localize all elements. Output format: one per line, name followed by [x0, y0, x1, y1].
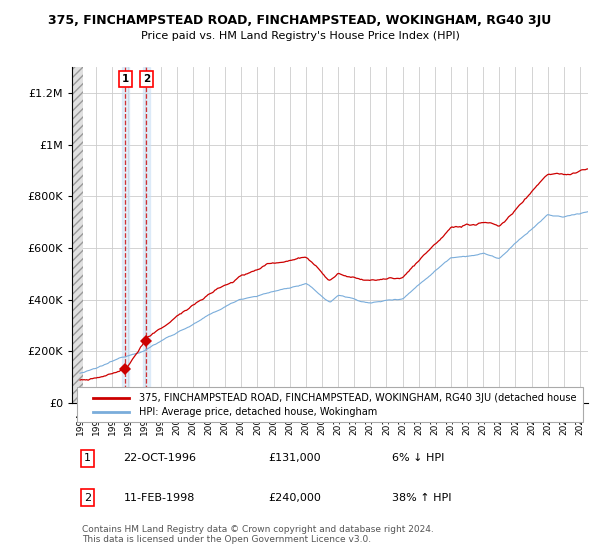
Text: Contains HM Land Registry data © Crown copyright and database right 2024.
This d: Contains HM Land Registry data © Crown c… [82, 525, 434, 544]
Text: 38% ↑ HPI: 38% ↑ HPI [392, 493, 451, 503]
Text: 375, FINCHAMPSTEAD ROAD, FINCHAMPSTEAD, WOKINGHAM, RG40 3JU: 375, FINCHAMPSTEAD ROAD, FINCHAMPSTEAD, … [49, 14, 551, 27]
Bar [122, 67, 128, 403]
Text: 375, FINCHAMPSTEAD ROAD, FINCHAMPSTEAD, WOKINGHAM, RG40 3JU (detached house: 375, FINCHAMPSTEAD ROAD, FINCHAMPSTEAD, … [139, 393, 577, 403]
Text: 1: 1 [84, 453, 91, 463]
Text: £240,000: £240,000 [268, 493, 321, 503]
Bar [72, 67, 83, 403]
Text: 2: 2 [84, 493, 91, 503]
Text: 1: 1 [122, 74, 129, 84]
Text: £131,000: £131,000 [268, 453, 321, 463]
Text: HPI: Average price, detached house, Wokingham: HPI: Average price, detached house, Woki… [139, 407, 377, 417]
FancyBboxPatch shape [77, 387, 583, 422]
Text: Price paid vs. HM Land Registry's House Price Index (HPI): Price paid vs. HM Land Registry's House … [140, 31, 460, 41]
Text: 6% ↓ HPI: 6% ↓ HPI [392, 453, 444, 463]
Bar [143, 67, 150, 403]
Text: 11-FEB-1998: 11-FEB-1998 [124, 493, 195, 503]
Text: 22-OCT-1996: 22-OCT-1996 [124, 453, 197, 463]
Text: 2: 2 [143, 74, 150, 84]
